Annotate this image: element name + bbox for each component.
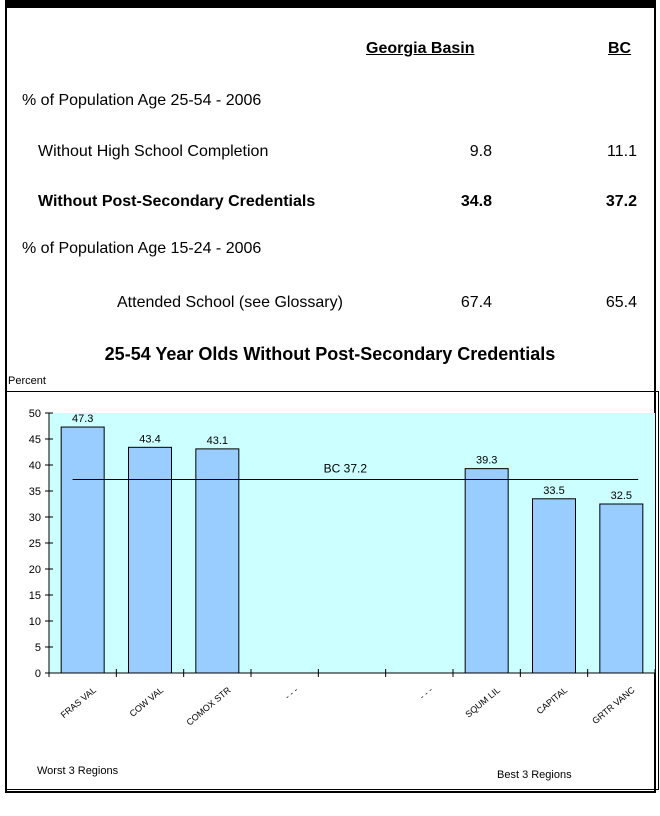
y-tick-label: 15: [29, 590, 41, 602]
y-tick-label: 25: [29, 538, 41, 550]
col-header-bc: BC: [608, 40, 632, 57]
bar-value-label: 32.5: [611, 490, 632, 502]
x-tick-label: COMOX STR: [184, 685, 233, 728]
row-value-gb-post-secondary: 34.8: [460, 193, 492, 210]
y-tick-label: 45: [29, 434, 41, 446]
row-label-attended-school: Attended School (see Glossary): [117, 294, 343, 311]
row-value-bc-post-secondary: 37.2: [605, 193, 637, 210]
y-tick-label: 5: [35, 642, 41, 654]
col-header-georgia-basin: Georgia Basin: [366, 40, 475, 57]
bar-value-label: 43.1: [207, 435, 228, 447]
y-tick-label: 20: [29, 564, 41, 576]
top-rule: [5, 0, 656, 8]
x-tick-label: - - -: [283, 685, 300, 702]
bar: [195, 448, 240, 674]
x-tick-label: - - -: [417, 685, 434, 702]
chart-title: 25-54 Year Olds Without Post-Secondary C…: [104, 344, 556, 364]
section-label-15-24: % of Population Age 15-24 - 2006: [22, 240, 262, 257]
x-tick-label: CAPITAL: [535, 685, 570, 716]
annotation-best-regions: Best 3 Regions: [497, 769, 572, 781]
bar-value-label: 39.3: [476, 455, 497, 467]
bar: [60, 426, 105, 674]
x-tick-label: FRAS VAL: [59, 685, 98, 720]
x-tick-label: GRTR VANC: [590, 685, 637, 727]
row-value-gb-attended-school: 67.4: [460, 294, 492, 311]
y-tick-label: 50: [29, 408, 41, 420]
bar-value-label: 33.5: [543, 485, 564, 497]
bar: [464, 468, 509, 674]
y-tick-label: 30: [29, 512, 41, 524]
y-tick-label: 0: [35, 668, 41, 680]
bar-value-label: 43.4: [139, 433, 160, 445]
y-tick-label: 35: [29, 486, 41, 498]
annotation-worst-regions: Worst 3 Regions: [37, 765, 119, 777]
y-axis-label: Percent: [8, 375, 46, 387]
row-label-high-school: Without High School Completion: [38, 143, 269, 160]
row-value-gb-high-school: 9.8: [469, 143, 492, 160]
bar-value-label: 47.3: [72, 413, 93, 425]
chart-box: 0 5 10 15 20 25 30 35 40 45 50 47.3 FRAS VAL 43.4 COW …: [6, 391, 659, 790]
row-label-post-secondary: Without Post-Secondary Credentials: [38, 193, 316, 210]
x-tick-label: COW VAL: [128, 685, 166, 719]
bar-chart: 0 5 10 15 20 25 30 35 40 45 50 47.3 FRAS VAL 43.4 COW …: [29, 408, 656, 781]
reference-line-label: BC 37.2: [324, 462, 368, 476]
x-tick-label: SQUM LIL: [463, 685, 502, 720]
y-tick-label: 40: [29, 460, 41, 472]
y-tick-label: 10: [29, 616, 41, 628]
row-value-bc-attended-school: 65.4: [605, 294, 637, 311]
row-value-bc-high-school: 11.1: [607, 143, 637, 160]
section-label-25-54: % of Population Age 25-54 - 2006: [22, 92, 262, 109]
bar: [532, 498, 576, 674]
bar: [599, 503, 644, 674]
bar: [128, 446, 172, 674]
